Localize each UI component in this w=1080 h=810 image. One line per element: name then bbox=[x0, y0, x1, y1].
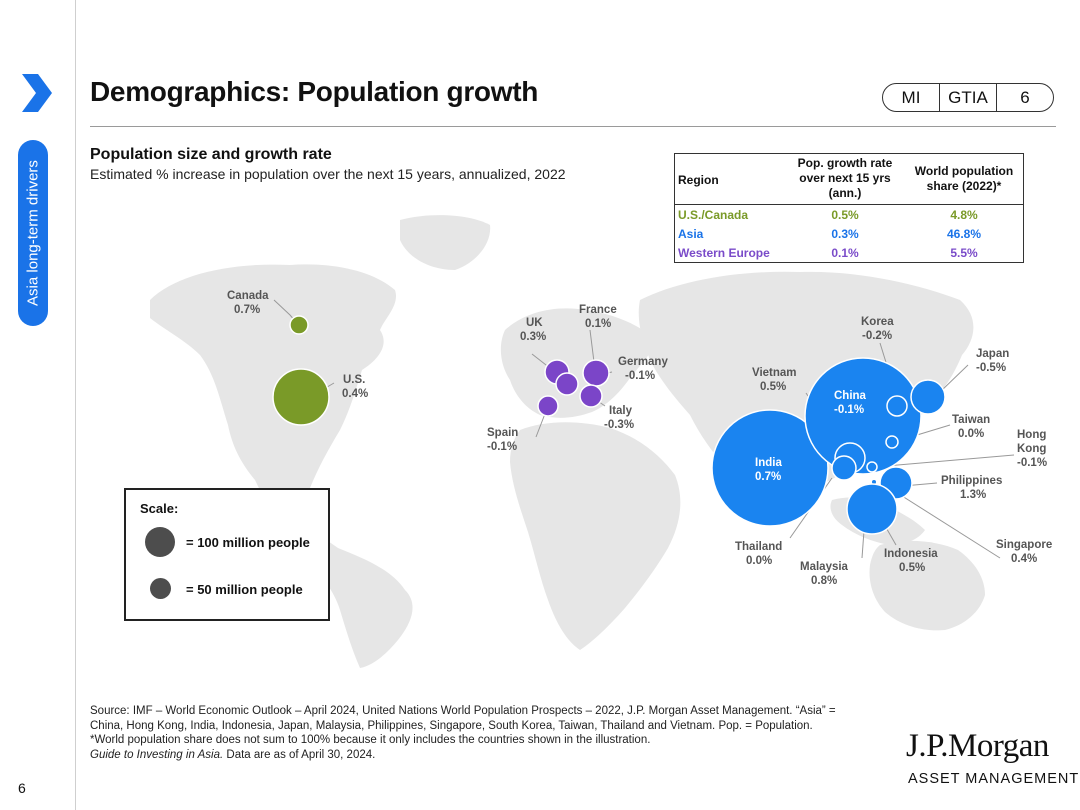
label-philippines: Philippines bbox=[941, 475, 1002, 487]
label-malaysia: Malaysia bbox=[800, 561, 849, 573]
scale-title: Scale: bbox=[140, 501, 179, 516]
country-labels: Canada 0.7% U.S. 0.4% UK 0.3% France 0.1… bbox=[227, 290, 1052, 587]
table-row-us-share: 4.8% bbox=[950, 208, 978, 222]
bubble-us[interactable] bbox=[272, 368, 330, 426]
bubble-germany[interactable] bbox=[582, 359, 610, 387]
bubble-canada[interactable] bbox=[289, 315, 309, 335]
source-line-4: Guide to Investing in Asia. Data are as … bbox=[90, 748, 900, 763]
source-guide-title: Guide to Investing in Asia. bbox=[90, 748, 224, 761]
label-germany-growth: -0.1% bbox=[625, 370, 655, 382]
label-taiwan-growth: 0.0% bbox=[958, 428, 984, 440]
page-number: 6 bbox=[18, 780, 26, 796]
scale-large-dot bbox=[145, 527, 175, 557]
table-row-asia-growth: 0.3% bbox=[831, 227, 859, 241]
nav-pill[interactable]: MI GTIA 6 bbox=[882, 83, 1054, 112]
bubble-india[interactable] bbox=[711, 409, 829, 527]
table-row-asia-share: 46.8% bbox=[946, 227, 982, 241]
table-header-divider bbox=[675, 204, 1023, 205]
label-hong-kong-1: Hong bbox=[1017, 429, 1046, 441]
label-spain: Spain bbox=[487, 427, 518, 439]
label-france: France bbox=[579, 304, 617, 316]
region-table: Region Pop. growth rate over next 15 yrs… bbox=[674, 153, 1024, 263]
label-singapore: Singapore bbox=[996, 539, 1052, 551]
label-canada: Canada bbox=[227, 290, 269, 302]
sidebar-divider bbox=[75, 0, 76, 810]
label-germany: Germany bbox=[618, 356, 668, 368]
chart-title: Population size and growth rate bbox=[90, 146, 332, 163]
pill-mi[interactable]: MI bbox=[901, 87, 921, 107]
label-uk: UK bbox=[526, 317, 543, 329]
label-us: U.S. bbox=[343, 374, 365, 386]
label-vietnam-growth: 0.5% bbox=[760, 381, 786, 393]
scale-legend: Scale: = 100 million people = 50 million… bbox=[124, 488, 330, 621]
label-singapore-growth: 0.4% bbox=[1011, 553, 1037, 565]
label-canada-growth: 0.7% bbox=[234, 304, 260, 316]
source-line-2: China, Hong Kong, India, Indonesia, Japa… bbox=[90, 719, 813, 732]
source-line-3: *World population share does not sum to … bbox=[90, 734, 651, 746]
label-italy-growth: -0.3% bbox=[604, 419, 634, 431]
page-title: Demographics: Population growth bbox=[90, 76, 539, 107]
bubble-taiwan[interactable] bbox=[885, 435, 899, 449]
label-spain-growth: -0.1% bbox=[487, 441, 517, 453]
bubble-korea[interactable] bbox=[886, 395, 908, 417]
table-row-us-growth: 0.5% bbox=[831, 208, 859, 222]
label-china-growth: -0.1% bbox=[834, 404, 864, 416]
label-india-growth: 0.7% bbox=[755, 471, 781, 483]
label-india: India bbox=[755, 457, 782, 469]
label-hong-kong-2: Kong bbox=[1017, 443, 1046, 455]
table-header-growth: Pop. growth rate over next 15 yrs (ann.) bbox=[797, 156, 893, 200]
label-malaysia-growth: 0.8% bbox=[811, 575, 837, 587]
table-row-europe-share: 5.5% bbox=[950, 246, 978, 260]
bubble-hong-kong[interactable] bbox=[866, 461, 878, 473]
label-indonesia-growth: 0.5% bbox=[899, 562, 925, 574]
source-note: Source: IMF – World Economic Outlook – A… bbox=[90, 704, 900, 762]
label-china: China bbox=[834, 390, 867, 402]
chart-description: Estimated % increase in population over … bbox=[90, 166, 566, 182]
label-hong-kong-growth: -0.1% bbox=[1017, 457, 1047, 469]
chevron-right-icon[interactable] bbox=[18, 72, 54, 114]
title-divider bbox=[90, 126, 1056, 127]
label-uk-growth: 0.3% bbox=[520, 331, 546, 343]
asset-management-logo: ASSET MANAGEMENT bbox=[908, 771, 1080, 787]
pill-gtia[interactable]: GTIA bbox=[939, 84, 996, 111]
label-philippines-growth: 1.3% bbox=[960, 489, 986, 501]
label-japan: Japan bbox=[976, 348, 1009, 360]
table-row-us-region: U.S./Canada bbox=[678, 208, 749, 222]
source-date: Data are as of April 30, 2024. bbox=[223, 748, 376, 761]
scale-small-dot bbox=[150, 578, 171, 599]
bubble-italy[interactable] bbox=[579, 384, 603, 408]
population-bubbles bbox=[272, 315, 946, 535]
label-thailand: Thailand bbox=[735, 541, 782, 553]
label-france-growth: 0.1% bbox=[585, 318, 611, 330]
scale-small-label: = 50 million people bbox=[186, 582, 303, 597]
label-vietnam: Vietnam bbox=[752, 367, 797, 379]
bubble-spain[interactable] bbox=[537, 395, 559, 417]
table-header-region: Region bbox=[678, 173, 719, 187]
label-indonesia: Indonesia bbox=[884, 548, 938, 560]
pill-page[interactable]: 6 bbox=[996, 84, 1053, 111]
bubble-thailand[interactable] bbox=[831, 455, 857, 481]
label-japan-growth: -0.5% bbox=[976, 362, 1006, 374]
label-taiwan: Taiwan bbox=[952, 414, 990, 426]
label-korea: Korea bbox=[861, 316, 894, 328]
scale-large-label: = 100 million people bbox=[186, 535, 310, 550]
label-us-growth: 0.4% bbox=[342, 388, 368, 400]
table-header-share: World population share (2022)* bbox=[914, 164, 1014, 193]
jpmorgan-logo: J.P.Morgan bbox=[906, 728, 1049, 764]
bubble-france[interactable] bbox=[555, 372, 579, 396]
table-row-europe-growth: 0.1% bbox=[831, 246, 859, 260]
source-line-1: Source: IMF – World Economic Outlook – A… bbox=[90, 705, 836, 717]
table-row-asia-region: Asia bbox=[678, 227, 704, 241]
bubble-indonesia[interactable] bbox=[846, 483, 898, 535]
label-italy: Italy bbox=[609, 405, 633, 417]
table-row-europe-region: Western Europe bbox=[678, 246, 770, 260]
bubble-japan[interactable] bbox=[910, 379, 946, 415]
label-korea-growth: -0.2% bbox=[862, 330, 892, 342]
section-tab[interactable] bbox=[18, 140, 48, 326]
label-thailand-growth: 0.0% bbox=[746, 555, 772, 567]
